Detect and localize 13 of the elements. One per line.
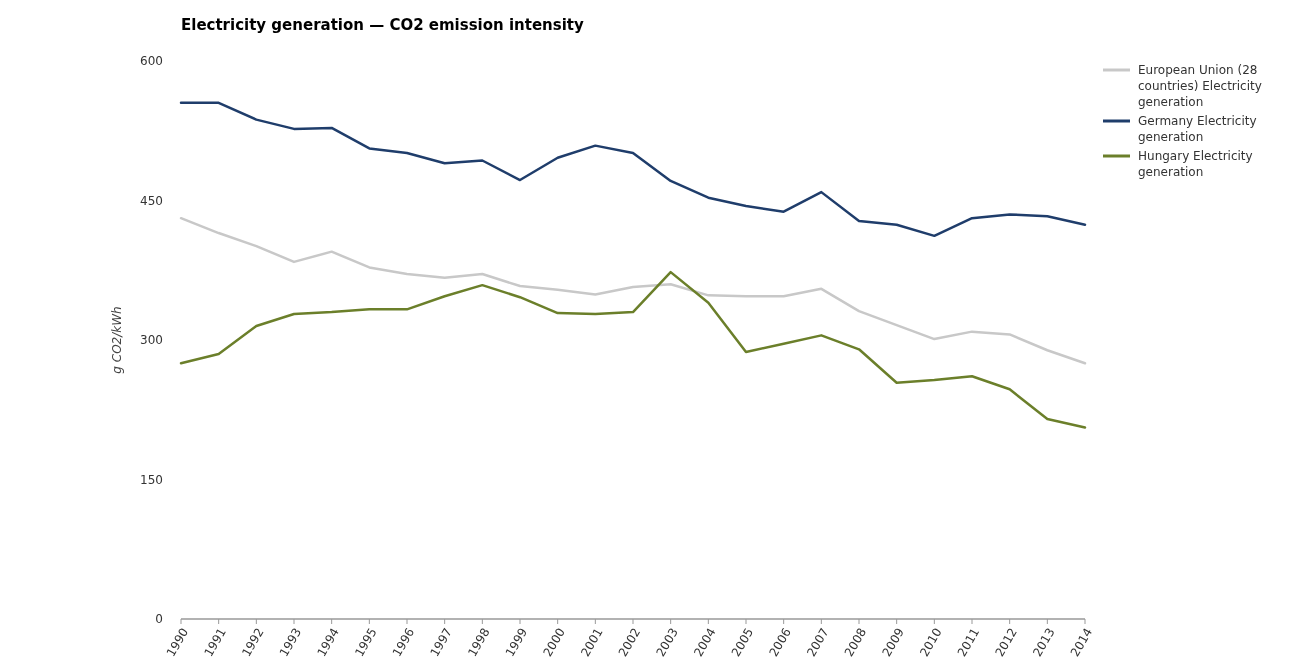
line-series: [179, 216, 1087, 365]
y-tick-label: 0: [155, 612, 163, 627]
y-tick-label: 600: [140, 54, 163, 69]
chart-title: Electricity generation — CO2 emission intensity: [181, 16, 585, 34]
y-tick-label: 150: [140, 472, 163, 487]
legend-label: Germany Electricity generation: [1138, 114, 1257, 145]
legend-label: Hungary Electricity generation: [1138, 149, 1253, 180]
y-axis-title: g CO2/kWh: [110, 306, 124, 374]
y-tick-label: 450: [140, 193, 163, 208]
legend-label: European Union (28 countries) Electricity generation: [1138, 63, 1262, 110]
y-tick-label: 300: [140, 333, 163, 348]
line-series: [179, 270, 1087, 429]
line-series: [179, 101, 1087, 238]
